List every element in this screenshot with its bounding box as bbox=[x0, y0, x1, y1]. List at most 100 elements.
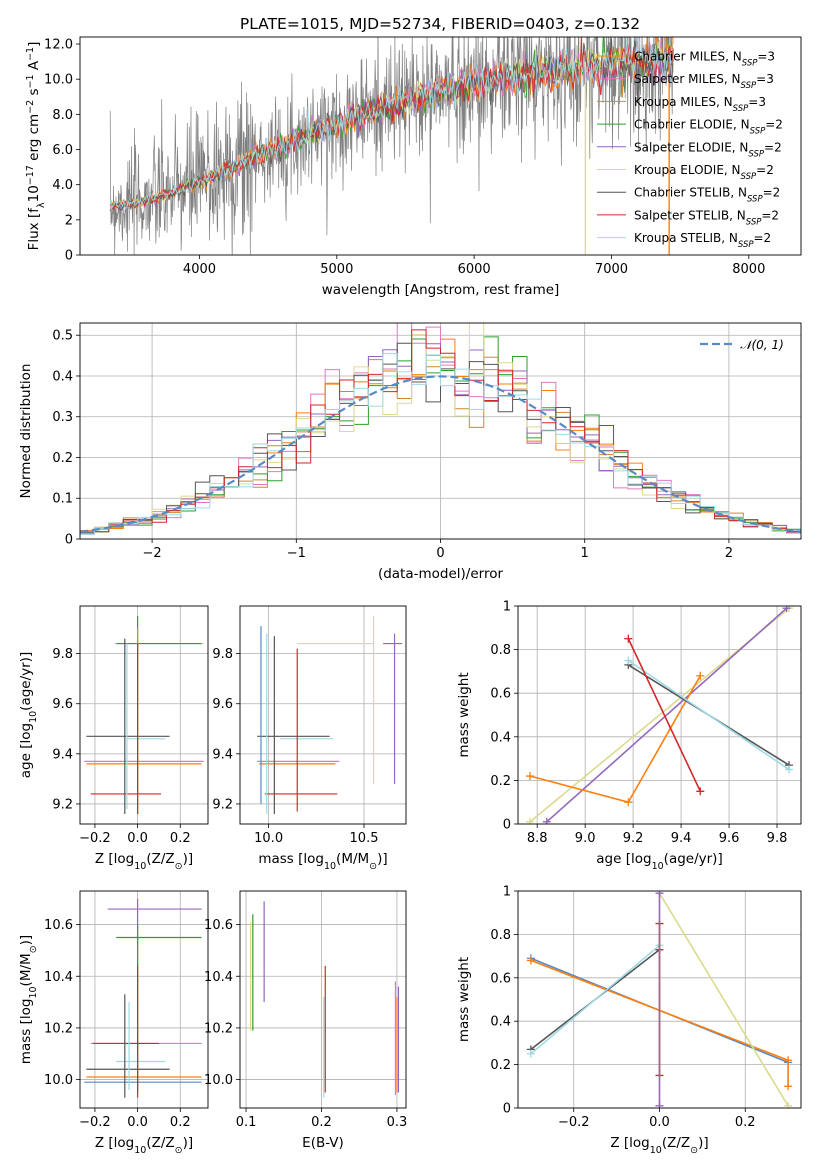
observed-spectrum bbox=[109, 37, 674, 255]
legend-entry: Kroupa STELIB, NSSP=2 bbox=[634, 231, 771, 250]
y-axis-label: mass weight bbox=[456, 957, 472, 1042]
axes-frame bbox=[79, 322, 802, 540]
axes-frame bbox=[517, 890, 802, 1109]
x-tick-label: 0.0 bbox=[127, 1115, 148, 1130]
mass-vs-age-panel: 10.0 10.5 9.2 9.4 9.6 9.8 mass [log10(M/M⊙)] bbox=[212, 605, 407, 872]
axes-frame bbox=[79, 605, 209, 825]
label-part: age [log bbox=[18, 723, 34, 778]
normal-curve bbox=[80, 375, 801, 533]
label-part: (M/M bbox=[336, 851, 369, 867]
legend-entry: Chabrier ELODIE, NSSP=2 bbox=[634, 118, 783, 137]
y-tick-label: 6.0 bbox=[52, 143, 73, 158]
mass-weight-line bbox=[530, 944, 661, 1055]
y-tick-label: 10.4 bbox=[44, 970, 73, 985]
x-tick-label: −0.2 bbox=[79, 831, 111, 846]
label-part: ⊙ bbox=[28, 945, 39, 953]
axes-frame bbox=[517, 605, 802, 825]
label-part: (age/yr)] bbox=[664, 851, 723, 867]
legend-subscript: SSP bbox=[741, 172, 757, 182]
y-tick-label: 10.2 bbox=[204, 1021, 233, 1036]
y-axis-label: age [log10(age/yr)] bbox=[18, 652, 39, 778]
plot-area bbox=[84, 616, 204, 814]
y-tick-label: 0.4 bbox=[52, 369, 73, 384]
mass-weight-marker bbox=[655, 1101, 664, 1108]
label-part: (Z/Z bbox=[146, 851, 174, 867]
label-part: ⊙ bbox=[369, 861, 377, 872]
y-tick-label: 10.0 bbox=[44, 73, 73, 88]
label-part: ⊙ bbox=[175, 1145, 183, 1156]
y-axis-label: mass weight bbox=[456, 672, 472, 757]
y-tick-label: 10.6 bbox=[204, 918, 233, 933]
legend-entry: Chabrier MILES, NSSP=3 bbox=[634, 50, 775, 69]
x-tick-label: 5000 bbox=[320, 262, 353, 277]
label-part: 10 bbox=[28, 711, 39, 723]
plot-area bbox=[249, 901, 400, 1098]
x-tick-label: 0.2 bbox=[170, 831, 191, 846]
y-tick-label: 12.0 bbox=[44, 38, 73, 53]
mass-weight-marker bbox=[525, 817, 534, 824]
x-tick-label: 10.5 bbox=[350, 831, 379, 846]
mass-weight-marker bbox=[782, 606, 791, 613]
y-axis-label: mass [log10(M/M⊙)] bbox=[18, 935, 39, 1064]
mass-weight-marker bbox=[624, 656, 633, 665]
x-tick-label: 8000 bbox=[732, 262, 765, 277]
mass-weight-marker bbox=[526, 956, 535, 965]
label-part: ⊙ bbox=[175, 861, 183, 872]
weight-vs-age-panel: 8.8 9.0 9.2 9.4 9.6 9.8 0 0.2 0.4 0.6 0.8 1 age [log… bbox=[456, 600, 802, 872]
mass-weight-marker bbox=[526, 1049, 535, 1058]
label-part: 10 bbox=[28, 986, 39, 998]
legend-entry: Chabrier STELIB, NSSP=2 bbox=[634, 186, 780, 205]
y-tick-label: 10.2 bbox=[44, 1021, 73, 1036]
legend-entry: Salpeter STELIB, NSSP=2 bbox=[634, 208, 779, 227]
x-tick-label: 4000 bbox=[183, 262, 216, 277]
label-part: −1 bbox=[25, 47, 36, 61]
x-tick-label: −1 bbox=[287, 546, 306, 561]
x-tick-label: 7000 bbox=[595, 262, 628, 277]
y-tick-label: 0 bbox=[503, 1102, 511, 1117]
y-tick-label: 0.2 bbox=[490, 1058, 511, 1073]
y-tick-label: 4.0 bbox=[52, 178, 73, 193]
mass-weight-marker bbox=[784, 1101, 793, 1108]
legend-count: =2 bbox=[761, 208, 779, 222]
mass-weight-line bbox=[546, 607, 788, 823]
label-part: )] bbox=[377, 851, 388, 867]
plot-area bbox=[109, 37, 674, 255]
label-part: (M/M bbox=[18, 953, 34, 986]
y-tick-label: 10.0 bbox=[204, 1073, 233, 1088]
legend-count: =3 bbox=[757, 50, 775, 64]
z-vs-age-panel: −0.2 0.0 0.29.29.49.69.8Z [log10(Z/Z⊙)]age… bbox=[18, 605, 209, 872]
legend-subscript: SSP bbox=[741, 81, 757, 91]
label-part: −17 bbox=[25, 165, 36, 185]
y-tick-label: 0 bbox=[503, 818, 511, 833]
y-tick-label: 1 bbox=[503, 600, 511, 615]
mass-weight-line bbox=[627, 659, 790, 771]
label-part: −2 bbox=[25, 100, 36, 114]
figure-title: PLATE=1015, MJD=52734, FIBERID=0403, z=0… bbox=[240, 15, 640, 33]
legend-count: =2 bbox=[756, 163, 774, 177]
y-tick-label: 0.2 bbox=[52, 451, 73, 466]
y-tick-label: 0.4 bbox=[490, 730, 511, 745]
axes-frame bbox=[79, 36, 802, 256]
label-part: −1 bbox=[25, 74, 36, 88]
legend-subscript: SSP bbox=[748, 149, 764, 159]
y-axis-label: Normed distribution bbox=[18, 364, 34, 499]
label-part: )] bbox=[698, 1135, 709, 1151]
legend-entry: Kroupa ELODIE, NSSP=2 bbox=[634, 163, 774, 182]
residual-histogram bbox=[80, 329, 801, 535]
x-tick-label: 0.0 bbox=[649, 1115, 670, 1130]
label-part: mass [log bbox=[18, 999, 34, 1065]
y-tick-label: 0.6 bbox=[490, 687, 511, 702]
residuals-panel: −2 −1 0 1 2 0 0.1 0.2 0.3 0.4 0.5 (data-model)/erro… bbox=[18, 322, 802, 582]
y-tick-label: 10.0 bbox=[44, 1073, 73, 1088]
x-tick-label: 0.3 bbox=[387, 1115, 408, 1130]
legend-subscript: SSP bbox=[742, 59, 758, 69]
y-tick-label: 10.6 bbox=[44, 918, 73, 933]
label-part: 10 bbox=[134, 861, 146, 872]
residual-histogram bbox=[80, 353, 801, 535]
y-tick-label: 0.2 bbox=[490, 774, 511, 789]
y-tick-label: 8.0 bbox=[52, 108, 73, 123]
y-tick-label: 0.6 bbox=[490, 971, 511, 986]
x-tick-label: 0.0 bbox=[127, 831, 148, 846]
legend-entry: Kroupa MILES, NSSP=3 bbox=[634, 95, 766, 114]
label-part: ⊙ bbox=[690, 1145, 698, 1156]
